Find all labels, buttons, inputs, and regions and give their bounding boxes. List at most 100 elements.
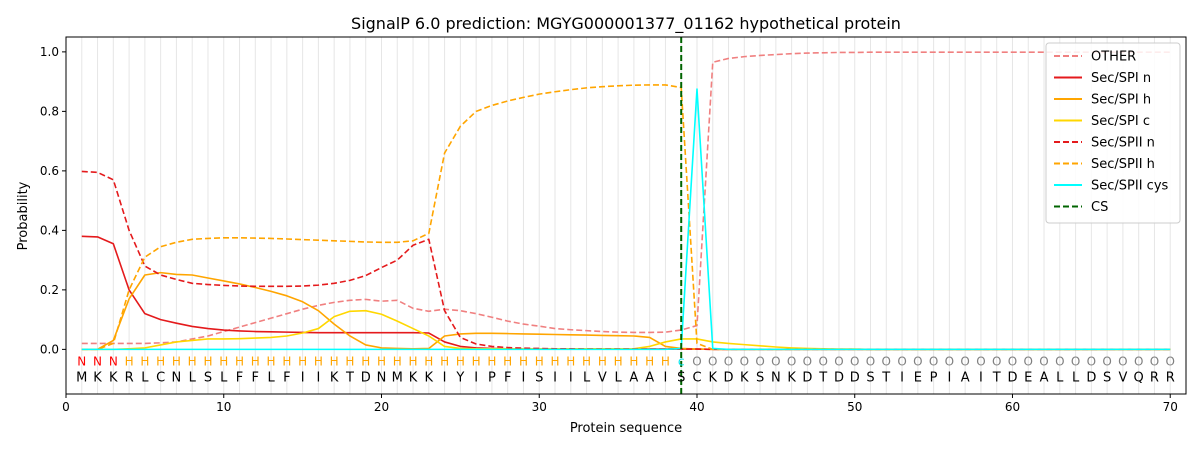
y-tick-label: 1.0 <box>40 45 59 59</box>
region-label: O <box>882 354 891 368</box>
region-label: H <box>409 354 418 368</box>
axes: 0 10 20 30 40 50 60 70 0.0 0.2 0.4 0.6 0.8 1.0 <box>40 36 1187 414</box>
legend-box <box>1045 42 1181 224</box>
region-label: O <box>1008 354 1017 368</box>
region-label: H <box>314 354 323 368</box>
region-label: H <box>188 354 197 368</box>
residue-label: I <box>553 371 557 386</box>
region-label: N <box>77 354 86 368</box>
series-lines <box>81 51 1171 351</box>
residue-label: L <box>220 371 228 386</box>
residue-label: D <box>361 371 371 386</box>
x-tick-label: 20 <box>374 400 389 414</box>
region-label: O <box>1102 354 1111 368</box>
region-label: O <box>897 354 906 368</box>
residue-label: I <box>316 371 320 386</box>
region-label: O <box>755 354 764 368</box>
residue-label: I <box>474 371 478 386</box>
residue-label: I <box>569 371 573 386</box>
region-label: O <box>803 354 812 368</box>
residue-label: E <box>1024 371 1032 386</box>
residue-label: A <box>1040 371 1049 386</box>
residue-label: N <box>377 371 387 386</box>
region-label: c <box>678 354 685 368</box>
legend-label: Sec/SPI h <box>1091 93 1151 108</box>
region-label: H <box>598 354 607 368</box>
residue-label: C <box>692 371 701 386</box>
y-tick-label: 0.4 <box>40 223 59 237</box>
region-label: H <box>393 354 402 368</box>
region-label: O <box>692 354 701 368</box>
region-label: H <box>377 354 386 368</box>
residue-label: S <box>535 371 543 386</box>
residue-label: I <box>947 371 951 386</box>
region-label: O <box>913 354 922 368</box>
residue-label: I <box>979 371 983 386</box>
residue-label: K <box>109 371 118 386</box>
y-tick-label: 0.2 <box>40 283 59 297</box>
region-label: H <box>456 354 465 368</box>
region-label: H <box>566 354 575 368</box>
legend-label: Sec/SPI n <box>1091 71 1151 86</box>
region-label: H <box>219 354 228 368</box>
region-label: O <box>1039 354 1048 368</box>
region-label: O <box>771 354 780 368</box>
legend-label: Sec/SPII h <box>1091 157 1155 172</box>
region-label: H <box>125 354 134 368</box>
residue-label: L <box>267 371 275 386</box>
region-label: O <box>929 354 938 368</box>
residue-label: A <box>629 371 638 386</box>
region-label: H <box>298 354 307 368</box>
plot-area <box>66 37 1186 394</box>
series-line-0 <box>81 51 1171 345</box>
residue-label: L <box>1072 371 1080 386</box>
legend-label: Sec/SPII n <box>1091 136 1155 151</box>
residue-label: P <box>930 371 938 386</box>
x-axis-label: Protein sequence <box>570 421 682 436</box>
residue-label: S <box>677 371 685 386</box>
y-tick-label: 0.6 <box>40 164 59 178</box>
residue-label: L <box>189 371 197 386</box>
chart-title: SignalP 6.0 prediction: MGYG000001377_01… <box>351 14 901 34</box>
series-line-6 <box>81 88 1171 351</box>
residue-label: F <box>236 371 243 386</box>
region-label: O <box>818 354 827 368</box>
region-label: O <box>1165 354 1174 368</box>
residue-label: K <box>409 371 418 386</box>
region-label: O <box>976 354 985 368</box>
region-label: O <box>960 354 969 368</box>
sequence-residues: NMNKNKHRHLHCHNHLHSHLHFHFHLHFHIHIHKHTHDHN… <box>76 354 1175 385</box>
residue-label: L <box>614 371 622 386</box>
residue-label: K <box>740 371 749 386</box>
residue-label: K <box>93 371 102 386</box>
x-tick-label: 10 <box>216 400 231 414</box>
region-label: H <box>645 354 654 368</box>
residue-label: R <box>1150 371 1159 386</box>
residue-label: T <box>881 371 890 386</box>
residue-label: K <box>787 371 796 386</box>
residue-label: D <box>724 371 734 386</box>
region-label: O <box>1055 354 1064 368</box>
region-label: H <box>582 354 591 368</box>
residue-label: A <box>645 371 654 386</box>
residue-label: R <box>125 371 134 386</box>
region-label: H <box>345 354 354 368</box>
residue-label: D <box>1086 371 1096 386</box>
region-label: H <box>440 354 449 368</box>
residue-label: L <box>1056 371 1064 386</box>
region-label: O <box>866 354 875 368</box>
region-label: O <box>740 354 749 368</box>
y-axis-label: Probability <box>16 181 31 250</box>
legend-label: CS <box>1091 200 1108 215</box>
residue-label: N <box>172 371 182 386</box>
legend-label: Sec/SPI c <box>1091 114 1150 129</box>
x-tick-label: 60 <box>1005 400 1020 414</box>
residue-label: C <box>156 371 165 386</box>
residue-label: N <box>771 371 781 386</box>
region-label: O <box>834 354 843 368</box>
residue-label: S <box>1103 371 1111 386</box>
region-label: H <box>156 354 165 368</box>
residue-label: S <box>204 371 212 386</box>
region-label: H <box>535 354 544 368</box>
